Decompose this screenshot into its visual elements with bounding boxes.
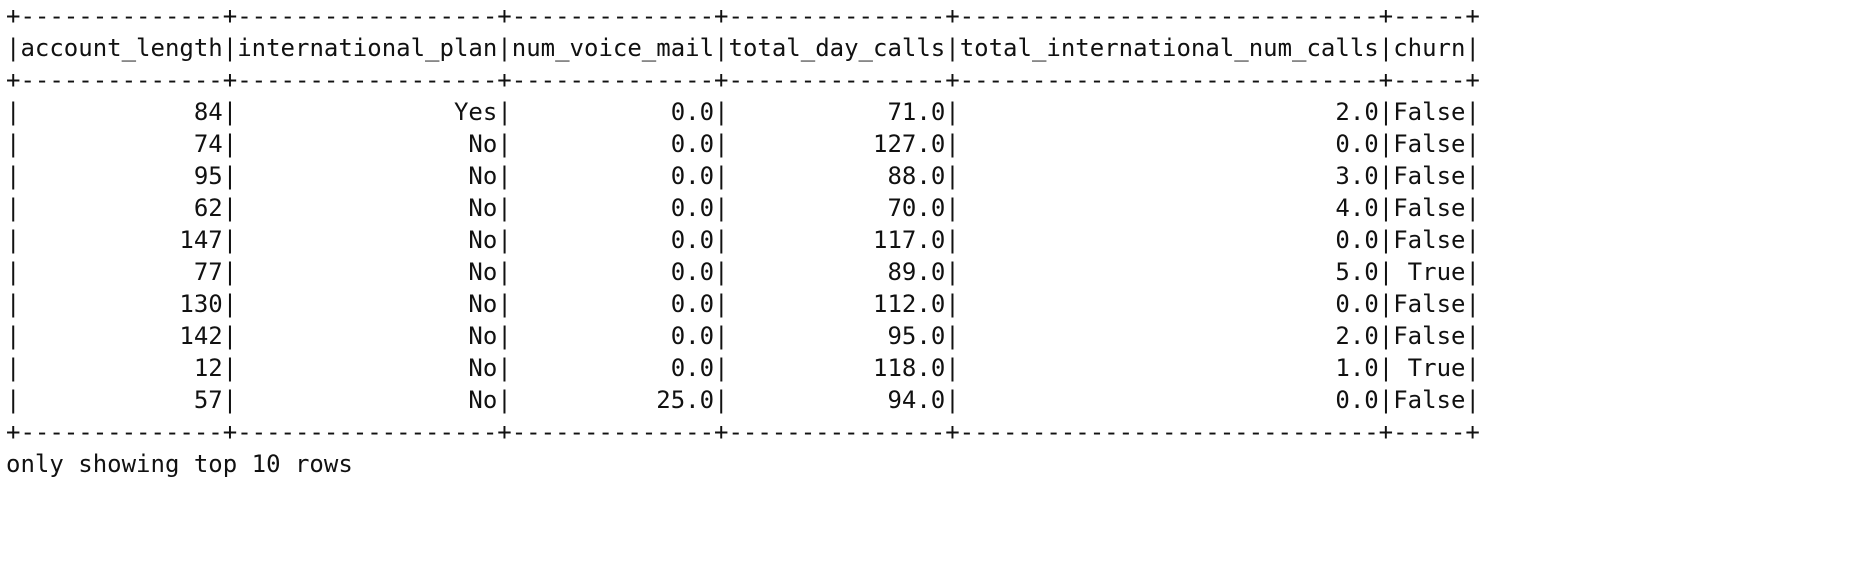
table-border-top: +--------------+------------------+-----… (6, 2, 1480, 30)
table-cell: 130 (179, 290, 223, 318)
table-cell: False (1393, 226, 1466, 254)
table-cell: 4.0 (1335, 194, 1379, 222)
table-cell: 127.0 (873, 130, 946, 158)
table-cell: 0.0 (1335, 226, 1379, 254)
column-header: total_international_num_calls (959, 34, 1379, 62)
footer-line: only showing top 10 rows (6, 448, 1856, 480)
table-cell: 117.0 (873, 226, 946, 254)
table-cell: 94.0 (887, 386, 946, 414)
table-border-bottom: +--------------+------------------+-----… (6, 418, 1480, 446)
table-cell: True (1407, 258, 1466, 286)
table-cell: 0.0 (670, 258, 715, 286)
table-cell: False (1393, 194, 1466, 222)
table-cell: 2.0 (1335, 98, 1379, 126)
table-cell: 3.0 (1335, 162, 1379, 190)
table-cell: False (1393, 322, 1466, 350)
table-header-separator: +--------------+------------------+-----… (6, 66, 1480, 94)
column-header: num_voice_mail (511, 34, 715, 62)
table-cell: No (468, 258, 498, 286)
table-row: | 62| No| 0.0| 70.0| 4.0|False| (6, 194, 1480, 222)
table-cell: 147 (179, 226, 223, 254)
table-cell: 0.0 (670, 354, 715, 382)
table-row: | 57| No| 25.0| 94.0| 0.0|False| (6, 386, 1480, 414)
table-cell: 112.0 (873, 290, 946, 318)
table-cell: 0.0 (670, 162, 715, 190)
table-row: | 74| No| 0.0| 127.0| 0.0|False| (6, 130, 1480, 158)
table-cell: 0.0 (670, 322, 715, 350)
table-cell: 0.0 (670, 194, 715, 222)
table-cell: 0.0 (1335, 290, 1379, 318)
table-cell: 0.0 (670, 226, 715, 254)
table-cell: 0.0 (1335, 386, 1379, 414)
table-row: | 142| No| 0.0| 95.0| 2.0|False| (6, 322, 1480, 350)
table-cell: No (468, 354, 498, 382)
table-cell: 118.0 (873, 354, 946, 382)
table-cell: No (468, 162, 498, 190)
table-cell: 25.0 (656, 386, 715, 414)
table-cell: 95.0 (887, 322, 946, 350)
table-header-row: |account_length|international_plan|num_v… (6, 34, 1480, 62)
table-cell: 5.0 (1335, 258, 1379, 286)
table-row: | 84| Yes| 0.0| 71.0| 2.0|False| (6, 98, 1480, 126)
table-row: | 147| No| 0.0| 117.0| 0.0|False| (6, 226, 1480, 254)
table-cell: 0.0 (670, 290, 715, 318)
table-cell: 57 (193, 386, 223, 414)
table-cell: 95 (193, 162, 223, 190)
table-cell: 0.0 (1335, 130, 1379, 158)
table-cell: 0.0 (670, 98, 715, 126)
table-cell: 2.0 (1335, 322, 1379, 350)
table-cell: 1.0 (1335, 354, 1379, 382)
table-cell: No (468, 194, 498, 222)
table-cell: 71.0 (887, 98, 946, 126)
table-cell: 12 (193, 354, 223, 382)
table-cell: Yes (453, 98, 498, 126)
table-cell: No (468, 226, 498, 254)
table-cell: No (468, 386, 498, 414)
table-cell: 62 (193, 194, 223, 222)
table-row: | 130| No| 0.0| 112.0| 0.0|False| (6, 290, 1480, 318)
table-row: | 77| No| 0.0| 89.0| 5.0| True| (6, 258, 1480, 286)
table-cell: No (468, 130, 498, 158)
table-cell: No (468, 290, 498, 318)
table-cell: 70.0 (887, 194, 946, 222)
table-cell: False (1393, 130, 1466, 158)
column-header: churn (1393, 34, 1466, 62)
table-cell: 89.0 (887, 258, 946, 286)
footer-note: only showing top 10 rows (6, 450, 353, 478)
table-cell: No (468, 322, 498, 350)
table-cell: 88.0 (887, 162, 946, 190)
table-cell: False (1393, 98, 1466, 126)
table-cell: False (1393, 162, 1466, 190)
table-cell: 142 (179, 322, 223, 350)
table-cell: False (1393, 290, 1466, 318)
table-cell: False (1393, 386, 1466, 414)
column-header: total_day_calls (728, 34, 946, 62)
table-cell: 84 (193, 98, 223, 126)
table-cell: 74 (193, 130, 223, 158)
table-cell: 77 (193, 258, 223, 286)
console-output: +--------------+------------------+-----… (6, 2, 1856, 480)
table-row: | 95| No| 0.0| 88.0| 3.0|False| (6, 162, 1480, 190)
column-header: account_length (20, 34, 223, 62)
table-cell: 0.0 (670, 130, 715, 158)
table-cell: True (1407, 354, 1466, 382)
column-header: international_plan (237, 34, 498, 62)
table-row: | 12| No| 0.0| 118.0| 1.0| True| (6, 354, 1480, 382)
